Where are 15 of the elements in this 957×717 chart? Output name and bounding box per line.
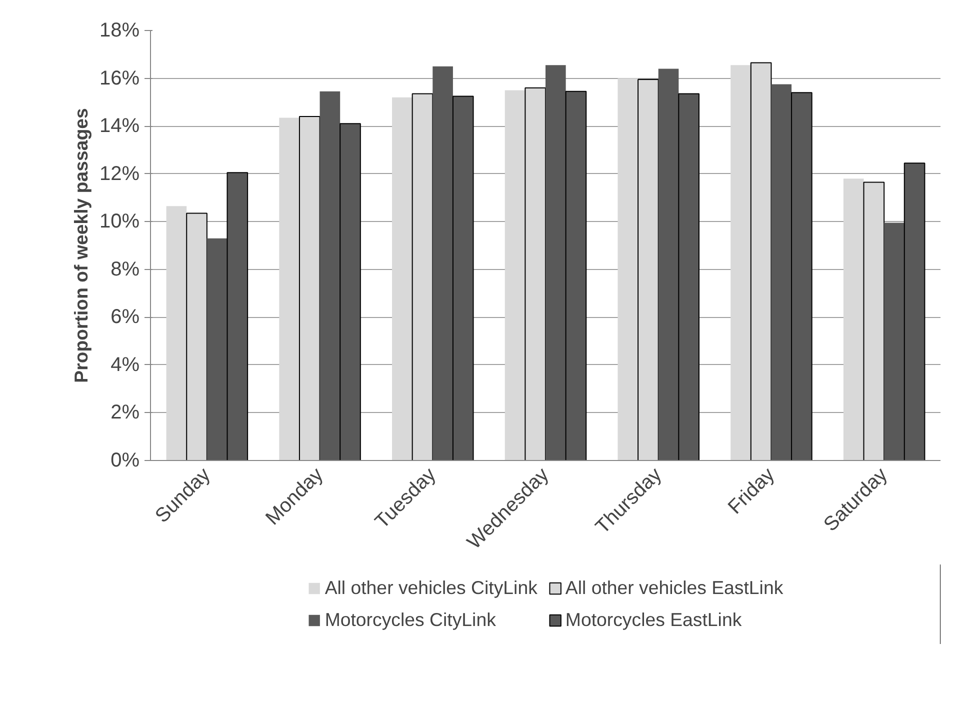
legend-label: Motorcycles EastLink	[565, 609, 742, 631]
legend-label: Motorcycles CityLink	[324, 609, 496, 631]
y-axis-title: Proportion of weekly passages	[70, 108, 92, 383]
y-tick-label: 2%	[110, 402, 140, 424]
y-tick-label: 16%	[99, 67, 140, 90]
y-tick-label: 10%	[99, 210, 140, 233]
y-tick-label: 14%	[99, 115, 140, 138]
legend-label: All other vehicles CityLink	[324, 577, 538, 599]
y-tick-label: 6%	[110, 306, 140, 328]
y-tick-label: 0%	[110, 450, 140, 472]
legend-label: All other vehicles EastLink	[565, 577, 784, 599]
y-tick-label: 8%	[110, 258, 140, 280]
y-tick-label: 12%	[99, 162, 140, 185]
y-tick-label: 18%	[99, 20, 140, 42]
y-tick-label: 4%	[110, 354, 140, 376]
